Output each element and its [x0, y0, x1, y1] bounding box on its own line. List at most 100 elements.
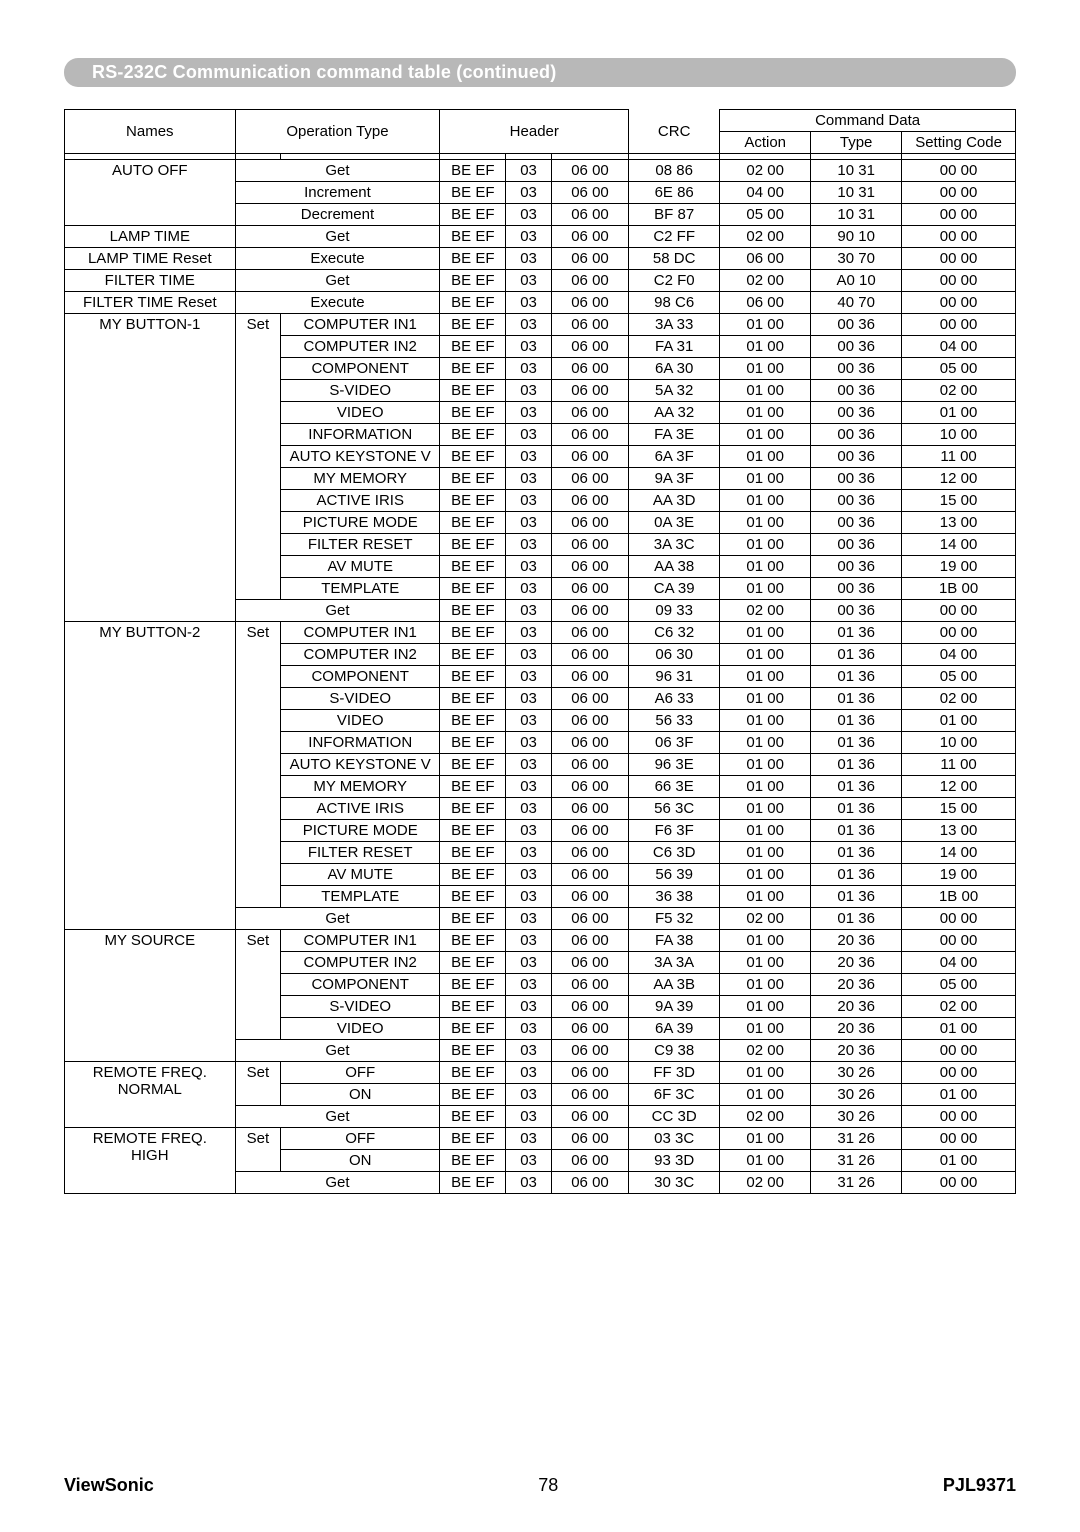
cell-act: 02 00 [720, 908, 811, 930]
cell-type: 20 36 [811, 996, 902, 1018]
cell-h3: 06 00 [551, 534, 628, 556]
cell-h1: BE EF [440, 842, 506, 864]
cell-sc: 02 00 [902, 688, 1016, 710]
cell-operation: Get [235, 1172, 440, 1194]
th-operation-type: Operation Type [235, 110, 440, 154]
cell-type: 01 36 [811, 754, 902, 776]
cell-h2: 03 [506, 424, 551, 446]
cell-act: 01 00 [720, 776, 811, 798]
cell-h1: BE EF [440, 600, 506, 622]
cell-type: 20 36 [811, 952, 902, 974]
cell-crc: 3A 3A [629, 952, 720, 974]
cell-operation: ON [281, 1084, 440, 1106]
cell-h3: 06 00 [551, 622, 628, 644]
cell-act: 01 00 [720, 974, 811, 996]
cell-sc: 10 00 [902, 732, 1016, 754]
cell-operation: MY MEMORY [281, 468, 440, 490]
cell-crc: 09 33 [629, 600, 720, 622]
table-row: REMOTE FREQ.NORMALSetOFFBE EF0306 00FF 3… [65, 1062, 1016, 1084]
cell-h3: 06 00 [551, 446, 628, 468]
cell-operation: AV MUTE [281, 556, 440, 578]
cell-act: 01 00 [720, 842, 811, 864]
cell-crc: 9A 3F [629, 468, 720, 490]
cell-sc: 04 00 [902, 952, 1016, 974]
cell-h1: BE EF [440, 1106, 506, 1128]
cell-type: 10 31 [811, 204, 902, 226]
cell-h1: BE EF [440, 996, 506, 1018]
cell-crc: C2 F0 [629, 270, 720, 292]
cell-operation: S-VIDEO [281, 996, 440, 1018]
cell-crc: 6A 30 [629, 358, 720, 380]
cell-operation: VIDEO [281, 402, 440, 424]
cell-h1: BE EF [440, 380, 506, 402]
cell-h1: BE EF [440, 1018, 506, 1040]
cell-h3: 06 00 [551, 1040, 628, 1062]
table-row: LAMP TIMEGetBE EF0306 00C2 FF02 0090 100… [65, 226, 1016, 248]
cell-act: 01 00 [720, 688, 811, 710]
cell-h2: 03 [506, 996, 551, 1018]
cell-name: LAMP TIME [65, 226, 236, 248]
cell-h1: BE EF [440, 1084, 506, 1106]
cell-operation: AV MUTE [281, 864, 440, 886]
cell-h3: 06 00 [551, 1084, 628, 1106]
cell-type: 00 36 [811, 358, 902, 380]
cell-h2: 03 [506, 1128, 551, 1150]
cell-crc: 6A 3F [629, 446, 720, 468]
cell-sc: 1B 00 [902, 886, 1016, 908]
cell-operation: TEMPLATE [281, 886, 440, 908]
footer-brand: ViewSonic [64, 1475, 154, 1496]
cell-act: 01 00 [720, 820, 811, 842]
cell-h2: 03 [506, 644, 551, 666]
cell-h2: 03 [506, 292, 551, 314]
table-row: REMOTE FREQ.HIGHSetOFFBE EF0306 0003 3C0… [65, 1128, 1016, 1150]
cell-h1: BE EF [440, 776, 506, 798]
cell-h1: BE EF [440, 556, 506, 578]
cell-crc: C6 32 [629, 622, 720, 644]
cell-h2: 03 [506, 402, 551, 424]
cell-sc: 01 00 [902, 1150, 1016, 1172]
page-footer: ViewSonic 78 PJL9371 [64, 1475, 1016, 1496]
cell-operation: COMPONENT [281, 974, 440, 996]
cell-h1: BE EF [440, 292, 506, 314]
cell-h1: BE EF [440, 930, 506, 952]
cell-h3: 06 00 [551, 710, 628, 732]
cell-operation: Get [235, 270, 440, 292]
cell-crc: 96 3E [629, 754, 720, 776]
cell-sc: 13 00 [902, 820, 1016, 842]
cell-h3: 06 00 [551, 644, 628, 666]
cell-act: 01 00 [720, 952, 811, 974]
cell-act: 01 00 [720, 798, 811, 820]
cell-h3: 06 00 [551, 380, 628, 402]
cell-type: 01 36 [811, 666, 902, 688]
cell-crc: FA 3E [629, 424, 720, 446]
cell-operation: COMPUTER IN2 [281, 336, 440, 358]
cell-set: Set [235, 622, 280, 908]
cell-type: 01 36 [811, 886, 902, 908]
cell-crc: 5A 32 [629, 380, 720, 402]
cell-act: 01 00 [720, 732, 811, 754]
cell-h3: 06 00 [551, 886, 628, 908]
table-row: MY SOURCESetCOMPUTER IN1BE EF0306 00FA 3… [65, 930, 1016, 952]
cell-act: 01 00 [720, 1062, 811, 1084]
cell-type: 00 36 [811, 490, 902, 512]
cell-sc: 05 00 [902, 666, 1016, 688]
cell-h2: 03 [506, 754, 551, 776]
cell-h2: 03 [506, 820, 551, 842]
cell-sc: 00 00 [902, 930, 1016, 952]
cell-type: 00 36 [811, 402, 902, 424]
cell-sc: 00 00 [902, 182, 1016, 204]
cell-sc: 00 00 [902, 622, 1016, 644]
table-row: FILTER TIMEGetBE EF0306 00C2 F002 00A0 1… [65, 270, 1016, 292]
cell-type: 00 36 [811, 468, 902, 490]
cell-sc: 1B 00 [902, 578, 1016, 600]
cell-h1: BE EF [440, 710, 506, 732]
cell-h2: 03 [506, 204, 551, 226]
footer-page: 78 [538, 1475, 558, 1496]
cell-sc: 00 00 [902, 600, 1016, 622]
cell-crc: 98 C6 [629, 292, 720, 314]
table-row: MY BUTTON-1SetCOMPUTER IN1BE EF0306 003A… [65, 314, 1016, 336]
cell-sc: 10 00 [902, 424, 1016, 446]
cell-operation: AUTO KEYSTONE V [281, 754, 440, 776]
cell-sc: 01 00 [902, 1084, 1016, 1106]
cell-crc: FA 31 [629, 336, 720, 358]
